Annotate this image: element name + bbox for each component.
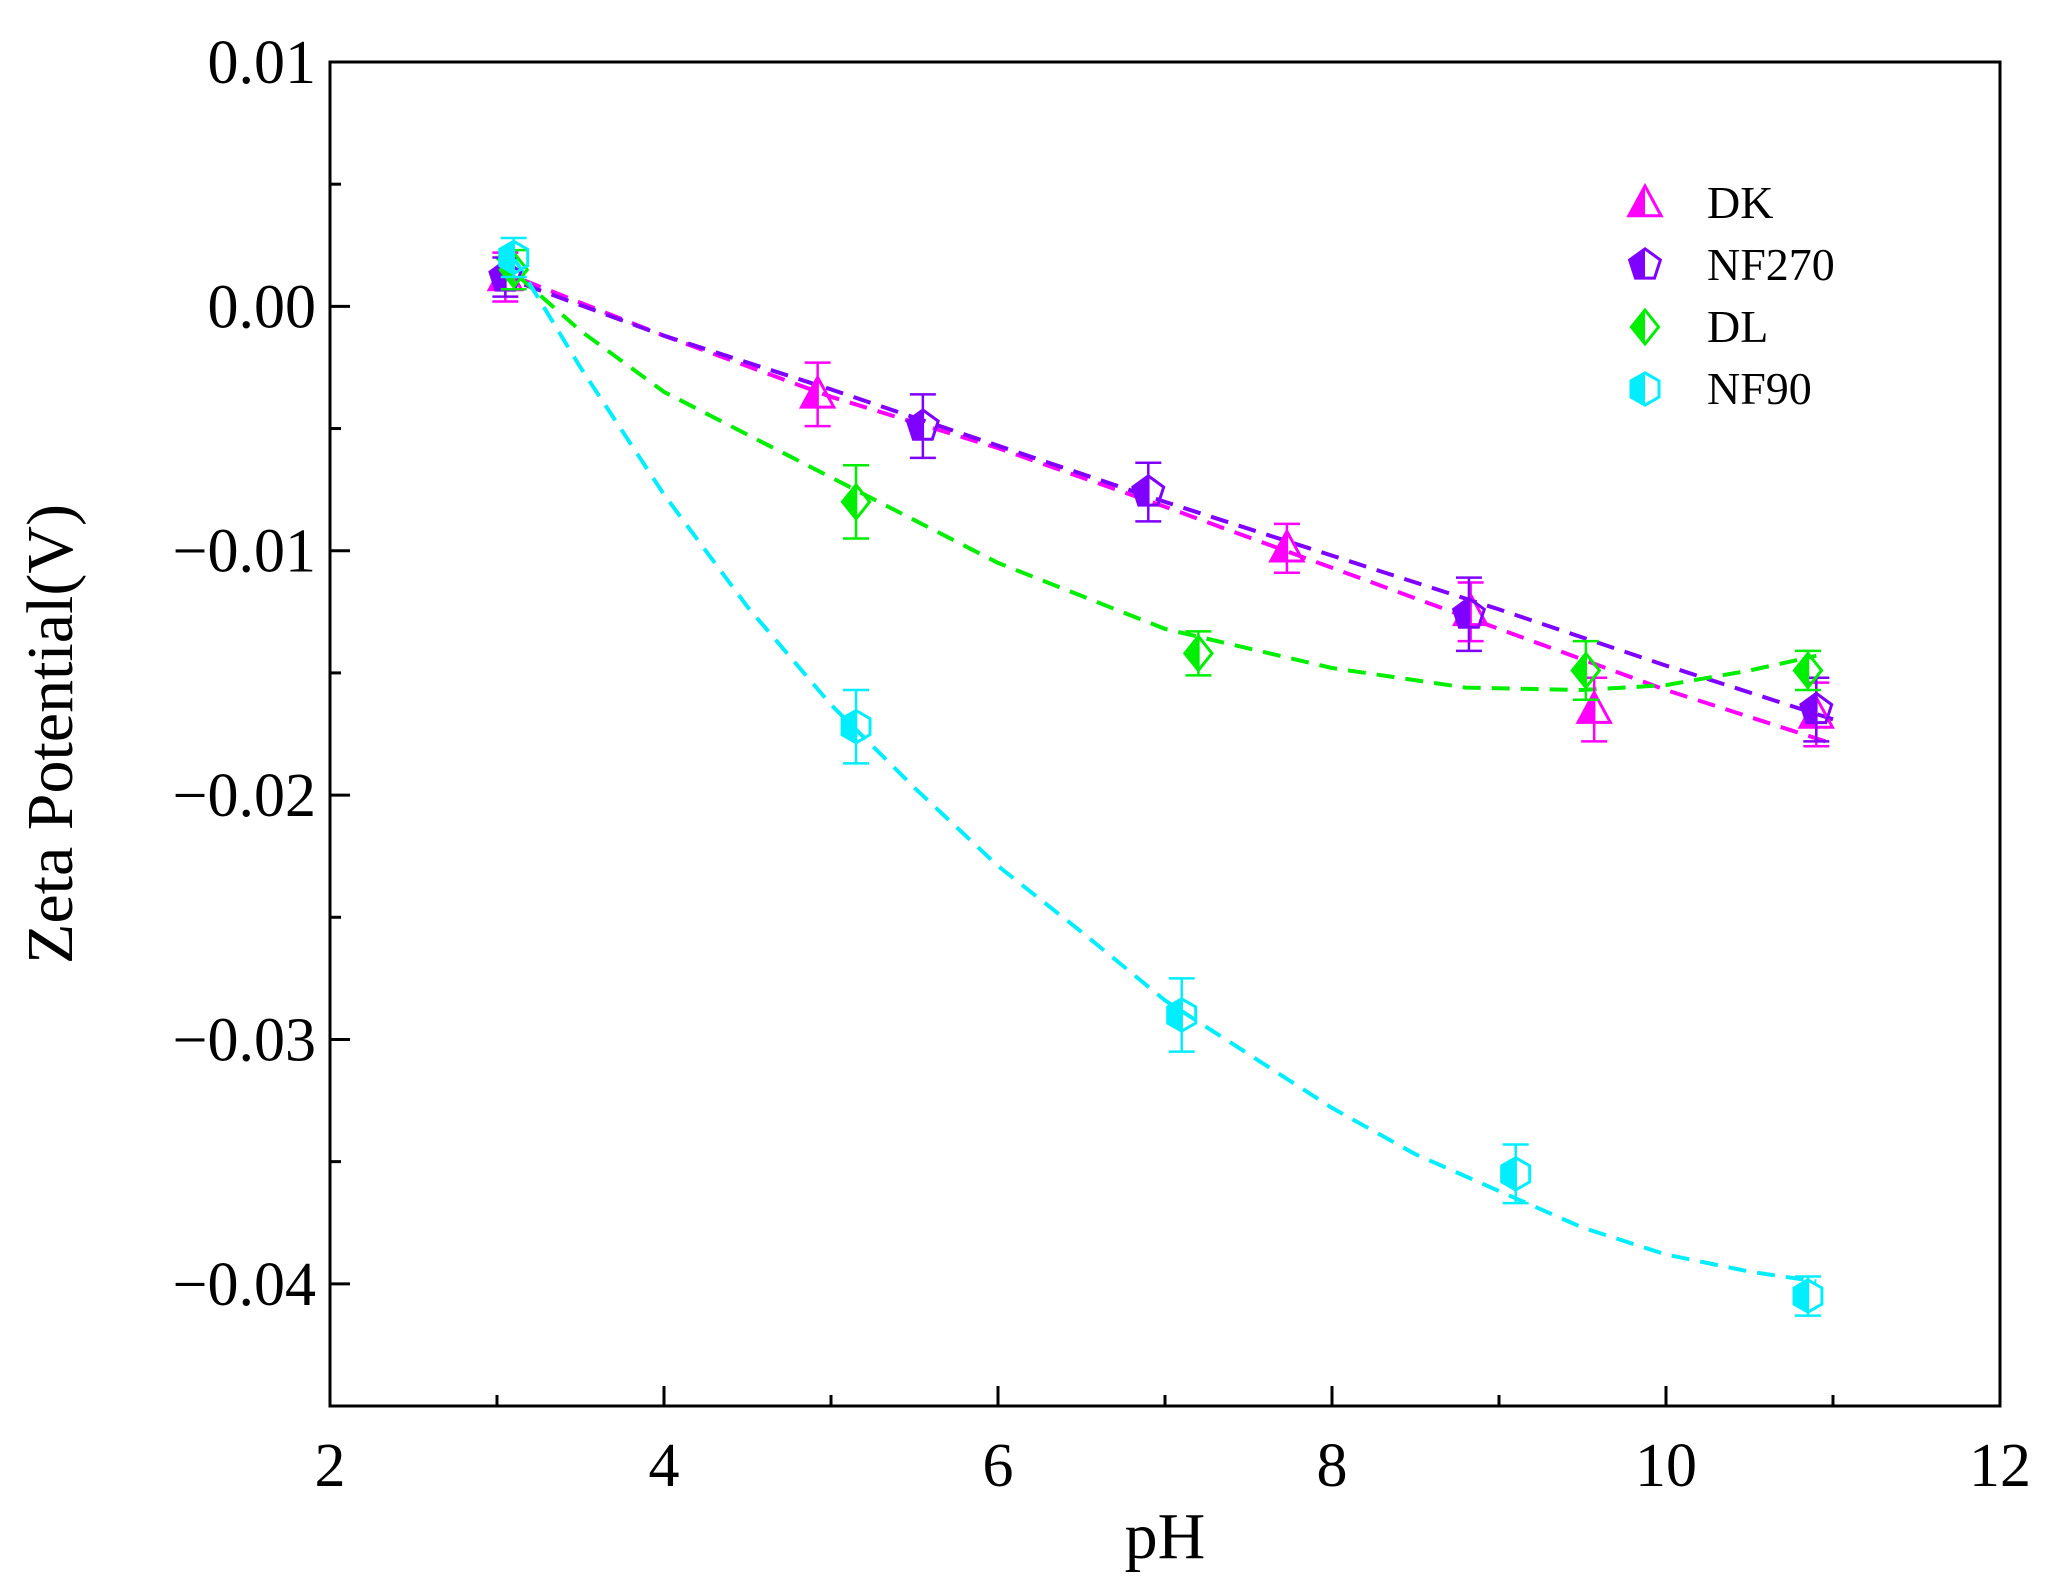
- data-point-dl: [1182, 633, 1214, 673]
- data-point-nf270: [1799, 691, 1834, 725]
- x-tick-label: 10: [1635, 1432, 1697, 1500]
- data-point-dl: [840, 482, 872, 522]
- legend-item-nf90: NF90: [1629, 363, 1812, 414]
- x-tick-label: 8: [1317, 1432, 1348, 1500]
- data-point-nf90: [1792, 1278, 1824, 1314]
- x-tick-label: 6: [983, 1432, 1014, 1500]
- legend-item-dl: DL: [1629, 301, 1768, 352]
- legend-marker-nf270: [1627, 246, 1663, 280]
- fit-curve-dl: [495, 255, 1817, 693]
- data-point-nf270: [1451, 596, 1487, 629]
- legend-label: DK: [1707, 177, 1773, 228]
- legend-marker-dk: [1626, 182, 1664, 218]
- y-tick-label: −0.04: [173, 1251, 316, 1319]
- legend-item-nf270: NF270: [1627, 239, 1835, 290]
- y-tick-label: −0.03: [173, 1006, 316, 1074]
- data-point-nf90: [1500, 1155, 1532, 1192]
- fit-curve-nf90: [511, 256, 1817, 1284]
- x-tick-label: 12: [1969, 1432, 2031, 1500]
- x-axis-title: pH: [1125, 1500, 1206, 1573]
- legend-item-dk: DK: [1626, 177, 1773, 228]
- legend-marker-dl: [1629, 307, 1661, 347]
- legend-marker-nf90: [1629, 371, 1661, 407]
- x-tick-label: 2: [315, 1432, 346, 1500]
- x-tick-label: 4: [649, 1432, 680, 1500]
- y-tick-label: −0.01: [173, 518, 316, 586]
- y-axis-ticks: 0.01 0.00 −0.01 −0.02 −0.03 −0.04: [173, 29, 350, 1319]
- legend: DK NF270 DL NF90: [1626, 177, 1835, 414]
- data-point-nf90: [840, 708, 872, 745]
- y-tick-label: 0.01: [208, 29, 317, 97]
- data-point-nf90: [498, 239, 530, 276]
- data-point-dk: [1268, 528, 1306, 563]
- data-point-nf90: [1166, 997, 1198, 1033]
- y-tick-label: 0.00: [208, 273, 317, 341]
- legend-label: NF270: [1707, 239, 1835, 290]
- legend-label: NF90: [1707, 363, 1812, 414]
- fit-curves: [495, 255, 1834, 1284]
- data-point-nf270: [1131, 474, 1166, 507]
- fit-curve-nf270: [496, 272, 1834, 722]
- x-axis-ticks: 2 4 6 8 10 12: [315, 1386, 2031, 1500]
- legend-label: DL: [1707, 301, 1768, 352]
- y-tick-label: −0.02: [173, 762, 316, 830]
- data-points: [486, 236, 1835, 1317]
- data-point-nf270: [905, 408, 940, 441]
- data-point-dl: [1792, 651, 1824, 690]
- data-point-dk: [798, 374, 837, 409]
- plot-frame: [328, 60, 2002, 1408]
- y-axis-title: Zeta Potential(V): [14, 504, 87, 964]
- fit-curve-dk: [496, 267, 1834, 746]
- data-point-dl: [1570, 651, 1602, 690]
